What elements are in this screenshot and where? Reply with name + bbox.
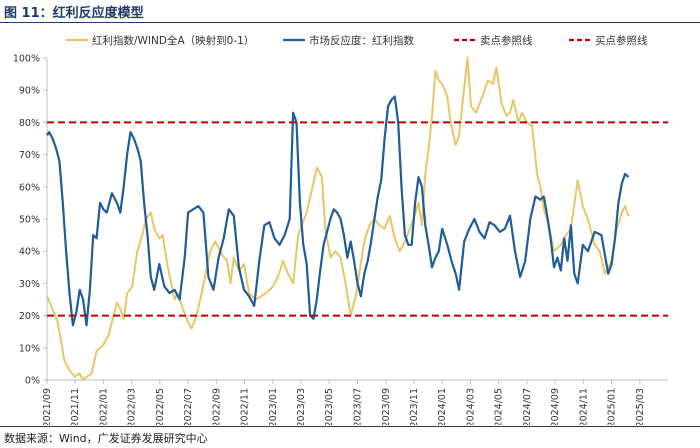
x-tick-label: 2023/09 — [381, 388, 392, 425]
series-line-1 — [46, 57, 630, 381]
x-tick-label: 2023/05 — [324, 388, 335, 425]
y-tick-label: 100% — [13, 54, 40, 65]
x-tick-label: 2025/03 — [635, 388, 646, 425]
axes: 0% 10% 20% 30% 40% 50% 60% 70% 80% 90% 100% 2021/09… — [13, 54, 668, 425]
x-tick-label: 2023/07 — [353, 388, 364, 425]
y-tick-label: 20% — [19, 311, 40, 322]
y-tick-label: 0% — [25, 376, 40, 387]
plot-area — [46, 57, 668, 381]
x-tick-label: 2022/09 — [211, 388, 222, 425]
x-tick-label: 2024/05 — [494, 388, 505, 425]
line-chart: 红利指数/WIND全A（映射到0-1） 市场反应度：红利指数 卖点参照线 买点参照线 … — [13, 34, 668, 425]
x-tick-label: 2024/03 — [465, 388, 476, 425]
x-tick-label: 2022/01 — [98, 388, 109, 425]
x-tick-label: 2021/09 — [42, 388, 53, 425]
legend-label: 买点参照线 — [595, 34, 648, 47]
y-tick-label: 70% — [19, 150, 40, 161]
y-tick-label: 90% — [19, 86, 40, 97]
legend-label: 红利指数/WIND全A（映射到0-1） — [92, 34, 254, 47]
x-tick-label: 2024/11 — [578, 388, 589, 425]
y-tick-label: 80% — [19, 118, 40, 129]
y-tick-label: 30% — [19, 279, 40, 290]
x-tick-label: 2022/03 — [127, 388, 138, 425]
y-tick-label: 60% — [19, 182, 40, 193]
x-tick-label: 2024/01 — [437, 388, 448, 425]
x-tick-label: 2023/03 — [296, 388, 307, 425]
title-divider — [0, 22, 700, 23]
x-tick-label: 2025/01 — [607, 388, 618, 425]
source-note: 数据来源：Wind，广发证券发展研究中心 — [4, 432, 208, 445]
x-tick-label: 2023/01 — [268, 388, 279, 425]
x-tick-label: 2023/11 — [409, 388, 420, 425]
x-tick-label: 2022/11 — [240, 388, 251, 425]
x-tick-label: 2022/05 — [155, 388, 166, 425]
source-divider — [0, 426, 700, 427]
y-tick-label: 40% — [19, 247, 40, 258]
legend-label: 市场反应度：红利指数 — [309, 34, 414, 47]
legend-label: 卖点参照线 — [480, 34, 533, 47]
y-tick-label: 50% — [19, 215, 40, 226]
x-tick-label: 2024/07 — [522, 388, 533, 425]
x-tick-label: 2024/09 — [550, 388, 561, 425]
x-tick-label: 2022/07 — [183, 388, 194, 425]
figure-title: 图 11：红利反应度模型 — [4, 6, 144, 21]
series-line-2 — [46, 95, 630, 327]
legend: 红利指数/WIND全A（映射到0-1） 市场反应度：红利指数 卖点参照线 买点参照线 — [66, 34, 648, 47]
x-tick-label: 2021/11 — [70, 388, 81, 425]
y-tick-label: 10% — [19, 343, 40, 354]
